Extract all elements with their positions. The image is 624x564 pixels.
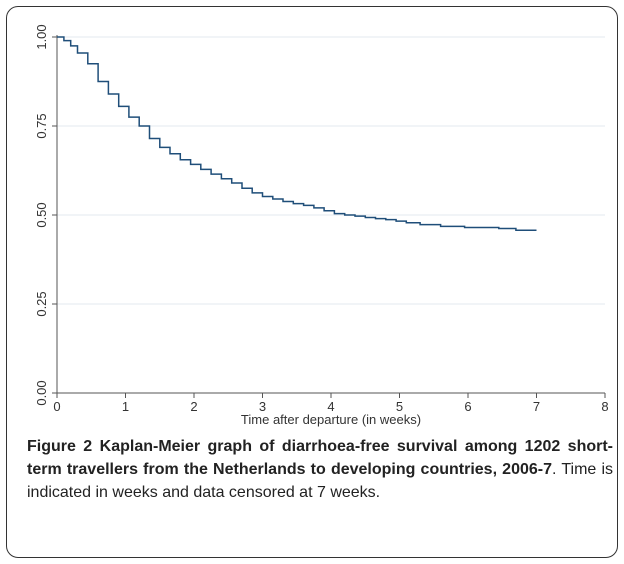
figure-title: Kaplan-Meier graph of diarrhoea-free sur… bbox=[27, 438, 614, 478]
x-tick-label: 1 bbox=[122, 399, 129, 414]
y-tick-label: 0.00 bbox=[34, 380, 49, 405]
survival-curve-0 bbox=[57, 36, 537, 232]
km-plot: 0.00 0.25 0.50 0.75 1.00 0 1 2 3 4 5 6 7 8 Time after … bbox=[34, 24, 609, 427]
figure-frame: 0.00 0.25 0.50 0.75 1.00 0 1 2 3 4 5 6 7 8 Time after … bbox=[6, 6, 618, 558]
x-tick-label: 7 bbox=[533, 399, 540, 414]
y-tick-label: 0.25 bbox=[34, 291, 49, 316]
x-tick-label: 3 bbox=[259, 399, 266, 414]
figure-label: Figure 2 bbox=[27, 438, 93, 455]
x-tick-label: 2 bbox=[190, 399, 197, 414]
x-tick-label: 0 bbox=[53, 399, 60, 414]
figure-caption: Figure 2 Kaplan-Meier graph of diarrhoea… bbox=[27, 435, 613, 504]
y-tick-label: 0.50 bbox=[34, 202, 49, 227]
y-tick-label: 1.00 bbox=[34, 24, 49, 49]
x-tick-label: 4 bbox=[327, 399, 334, 414]
x-tick-label: 6 bbox=[464, 399, 471, 414]
figure-caption-text: . Time is indicated in weeks and data ce… bbox=[27, 461, 614, 501]
x-tick-label: 8 bbox=[601, 399, 608, 414]
x-tick-label: 5 bbox=[396, 399, 403, 414]
y-tick-label: 0.75 bbox=[34, 113, 49, 138]
x-axis-label: Time after departure (in weeks) bbox=[241, 412, 421, 427]
